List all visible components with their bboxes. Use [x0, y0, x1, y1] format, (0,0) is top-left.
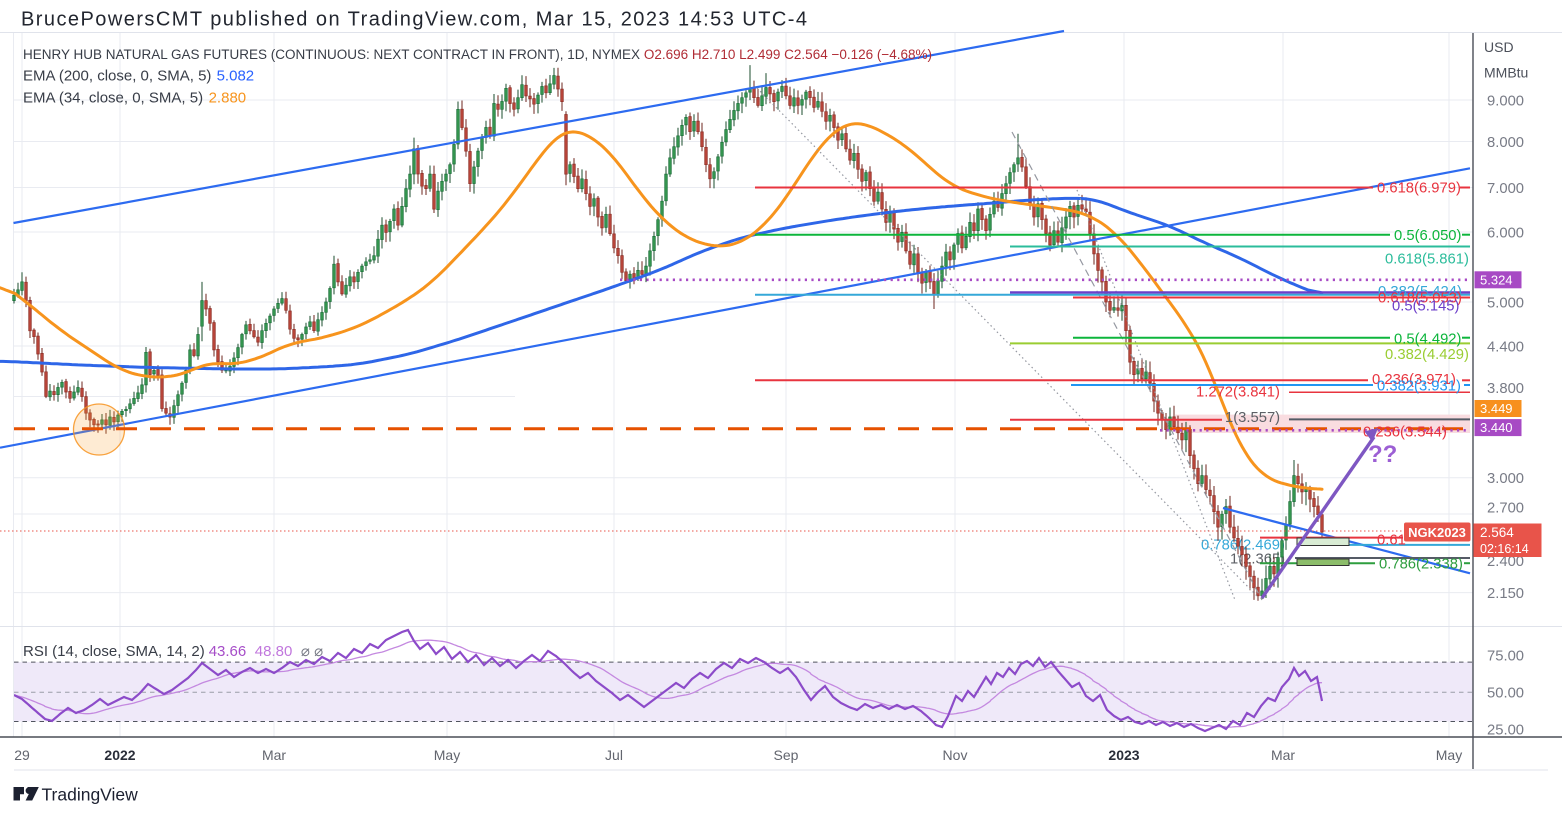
svg-text:EMA (34, close, 0, SMA, 5)2.88: EMA (34, close, 0, SMA, 5) 2.880: [23, 90, 246, 107]
svg-text:HENRY HUB NATURAL GAS FUTURES: HENRY HUB NATURAL GAS FUTURES (CONTINUOU…: [23, 47, 932, 62]
svg-text:02:16:14: 02:16:14: [1480, 542, 1529, 556]
svg-text:3.800: 3.800: [1487, 381, 1524, 397]
svg-text:0.5(5.145): 0.5(5.145): [1392, 299, 1460, 315]
svg-text:Nov: Nov: [943, 747, 968, 763]
svg-text:BrucePowersCMT published on Tr: BrucePowersCMT published on TradingView.…: [21, 9, 808, 31]
svg-text:Sep: Sep: [774, 747, 799, 763]
svg-text:TradingView: TradingView: [42, 785, 139, 805]
svg-text:2023: 2023: [1108, 747, 1139, 763]
svg-text:EMA (200, close, 0, SMA, 5)5.0: EMA (200, close, 0, SMA, 5) 5.082: [23, 68, 254, 85]
svg-text:0.382(3.931): 0.382(3.931): [1377, 378, 1461, 394]
svg-text:NGK2023: NGK2023: [1408, 525, 1466, 540]
svg-text:0.5(6.050): 0.5(6.050): [1394, 228, 1462, 244]
svg-text:3.449: 3.449: [1480, 401, 1513, 416]
svg-text:0.618(5.053): 0.618(5.053): [1378, 291, 1462, 307]
svg-text:??: ??: [1368, 441, 1397, 468]
svg-text:1.272(3.841): 1.272(3.841): [1196, 385, 1280, 401]
svg-text:0.236(3.971): 0.236(3.971): [1372, 372, 1456, 388]
svg-text:2.700: 2.700: [1487, 500, 1524, 516]
svg-text:0.618(5.861): 0.618(5.861): [1385, 251, 1469, 267]
svg-text:6.000: 6.000: [1487, 225, 1524, 241]
svg-text:1(3.557): 1(3.557): [1225, 410, 1280, 426]
svg-text:4.400: 4.400: [1487, 339, 1524, 355]
svg-text:50.00: 50.00: [1487, 686, 1524, 702]
svg-text:2.150: 2.150: [1487, 586, 1524, 602]
svg-text:9.000: 9.000: [1487, 93, 1524, 109]
svg-text:Mar: Mar: [1271, 747, 1295, 763]
svg-text:0.786(2.338): 0.786(2.338): [1379, 557, 1463, 573]
svg-text:8.000: 8.000: [1487, 135, 1524, 151]
svg-text:USD: USD: [1484, 39, 1514, 55]
svg-text:0.786(2.469): 0.786(2.469): [1201, 538, 1285, 554]
svg-text:0.382(5.424): 0.382(5.424): [1378, 284, 1462, 300]
svg-text:0.618(6.979): 0.618(6.979): [1377, 181, 1461, 197]
svg-text:MMBtu: MMBtu: [1484, 65, 1528, 81]
svg-text:0.382(4.429): 0.382(4.429): [1385, 347, 1469, 363]
svg-text:Mar: Mar: [262, 747, 286, 763]
svg-text:May: May: [1436, 747, 1462, 763]
svg-text:5.324: 5.324: [1480, 272, 1513, 287]
svg-text:5.000: 5.000: [1487, 295, 1524, 311]
svg-text:0.5(4.492): 0.5(4.492): [1394, 332, 1462, 348]
svg-text:2.400: 2.400: [1487, 554, 1524, 570]
svg-text:3.000: 3.000: [1487, 471, 1524, 487]
svg-text:May: May: [434, 747, 460, 763]
svg-text:RSI (14, close, SMA, 14, 2)43.: RSI (14, close, SMA, 14, 2) 43.66 48.80 ⌀ ⌀: [23, 643, 323, 660]
svg-text:0.236(3.544): 0.236(3.544): [1363, 424, 1447, 440]
svg-text:75.00: 75.00: [1487, 648, 1524, 664]
svg-text:7.000: 7.000: [1487, 181, 1524, 197]
svg-text:2.564: 2.564: [1480, 525, 1514, 540]
svg-text:Jul: Jul: [605, 747, 623, 763]
svg-text:29: 29: [14, 747, 30, 763]
svg-text:2022: 2022: [104, 747, 135, 763]
svg-text:25.00: 25.00: [1487, 723, 1524, 739]
svg-text:0.61: 0.61: [1377, 533, 1406, 549]
svg-text:3.440: 3.440: [1480, 420, 1513, 435]
